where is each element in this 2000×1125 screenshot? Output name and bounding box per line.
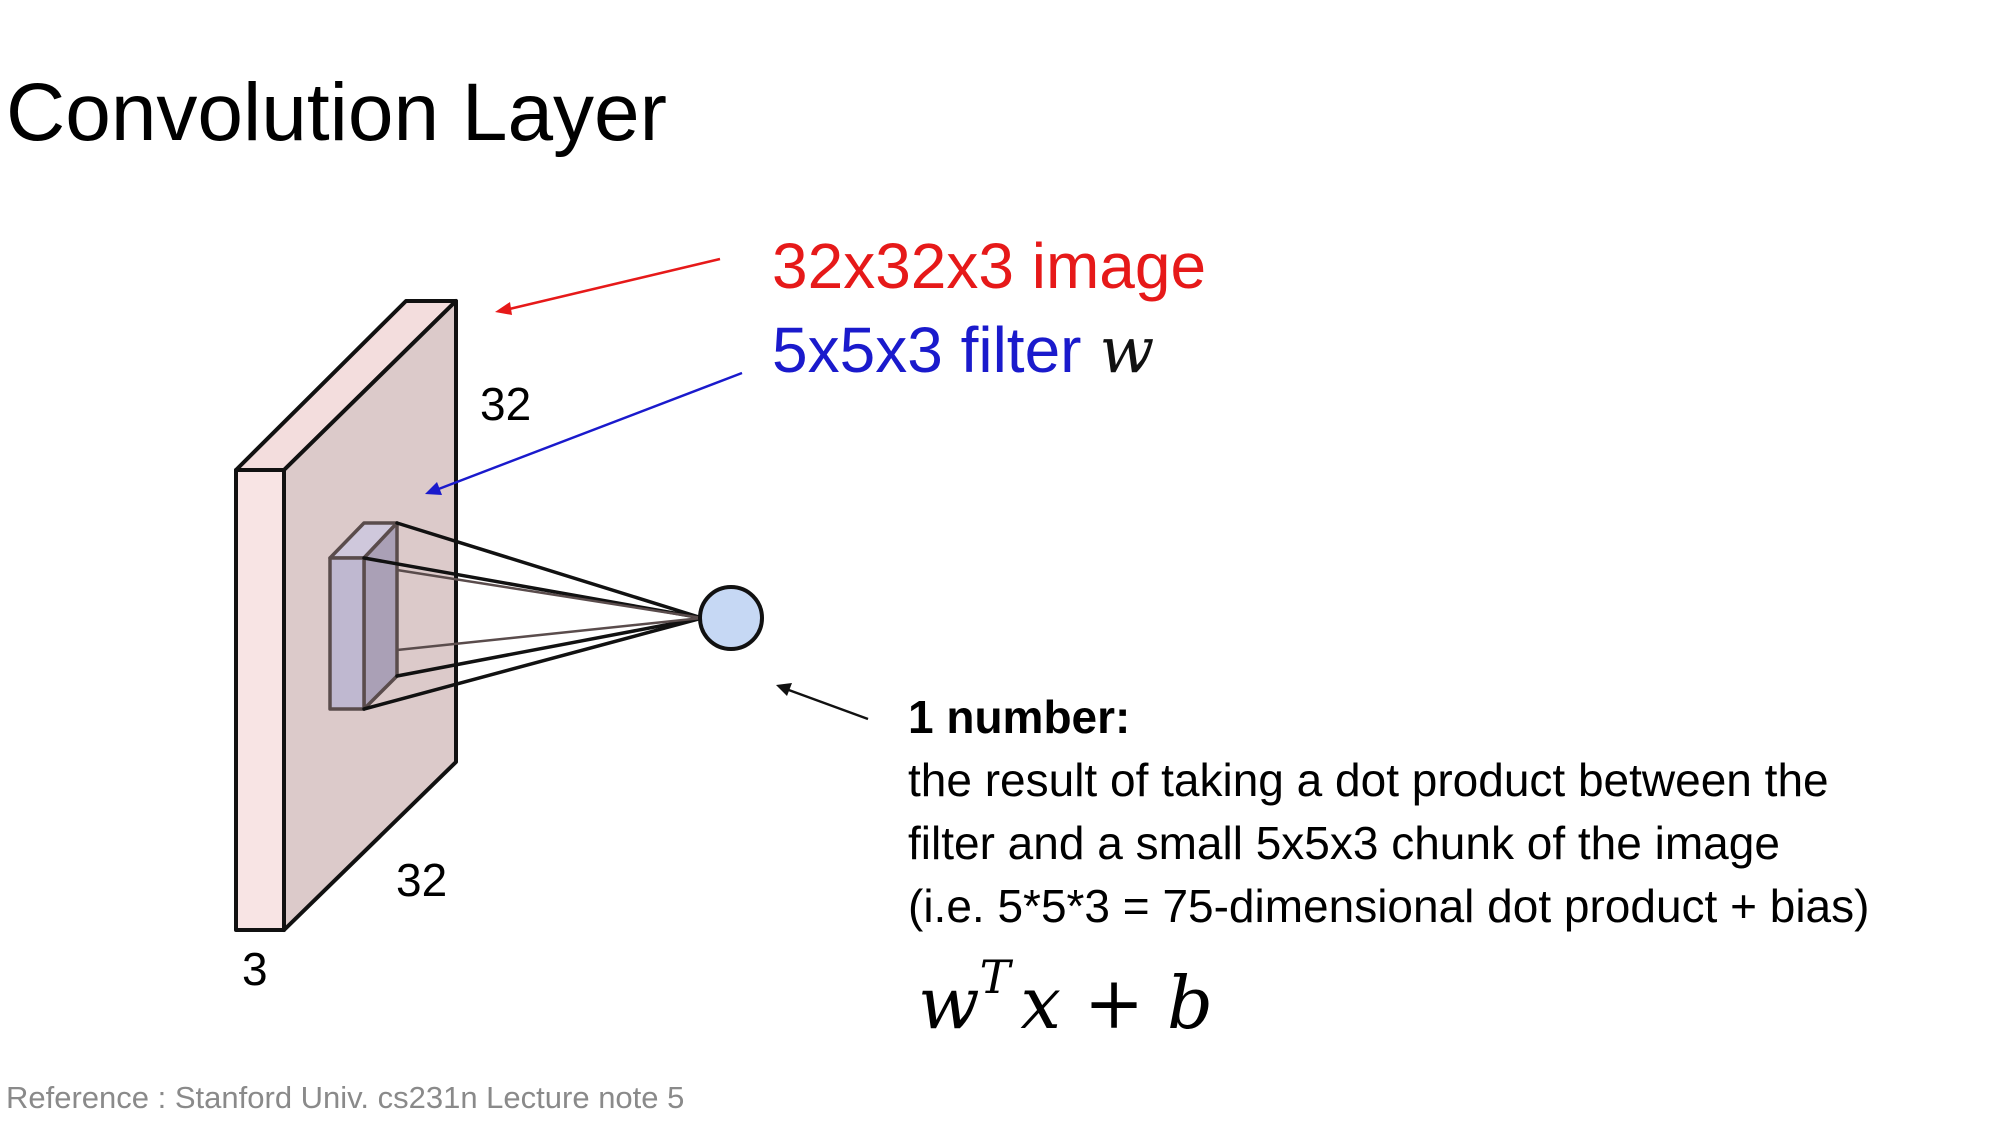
output-description-line: (i.e. 5*5*3 = 75-dimensional dot product… xyxy=(908,880,1870,932)
filter-front-face xyxy=(328,556,366,711)
filter-size-text: 5x5x3 filter xyxy=(772,314,1082,386)
volume-width-label: 32 xyxy=(396,854,448,906)
image-size-text: 32x32x3 image xyxy=(772,230,1207,302)
input-volume-side-face xyxy=(234,468,286,932)
formula-transpose: T xyxy=(979,950,1011,1004)
volume-depth-label: 3 xyxy=(242,943,268,995)
output-description-line: filter and a small 5x5x3 chunk of the im… xyxy=(908,817,1780,869)
volume-height-label: 32 xyxy=(480,378,532,430)
formula-weight: w xyxy=(918,961,980,1045)
output-description-heading: 1 number: xyxy=(908,691,1131,743)
filter-side-face xyxy=(362,521,399,711)
dot-product-formula: wT x + b xyxy=(918,954,1213,1039)
filter-pointer-arrow xyxy=(435,371,743,492)
connection-line xyxy=(395,616,704,678)
filter-connections xyxy=(362,521,704,711)
slide-title: Convolution Layer xyxy=(6,67,667,158)
image-pointer-arrowhead xyxy=(495,302,512,315)
filter-size-label: 5x5x3 filter w xyxy=(772,318,1154,383)
output-description-line: the result of taking a dot product betwe… xyxy=(908,754,1829,806)
image-pointer-arrow xyxy=(504,257,721,312)
reference-note: Reference : Stanford Univ. cs231n Lectur… xyxy=(6,1080,685,1115)
connection-line xyxy=(395,521,704,620)
neuron-pointer-arrowhead xyxy=(776,683,792,696)
output-neuron xyxy=(698,585,764,651)
connection-line xyxy=(362,616,704,711)
filter-pointer-arrowhead xyxy=(425,482,442,495)
neuron-pointer-arrow xyxy=(785,687,869,721)
connection-line xyxy=(395,616,704,652)
formula-rest: x + b xyxy=(1020,961,1214,1045)
image-size-label: 32x32x3 image xyxy=(772,234,1206,298)
connection-line xyxy=(395,568,704,620)
output-description: 1 number: the result of taking a dot pro… xyxy=(908,686,1869,938)
filter-weight-symbol: w xyxy=(1099,314,1155,388)
